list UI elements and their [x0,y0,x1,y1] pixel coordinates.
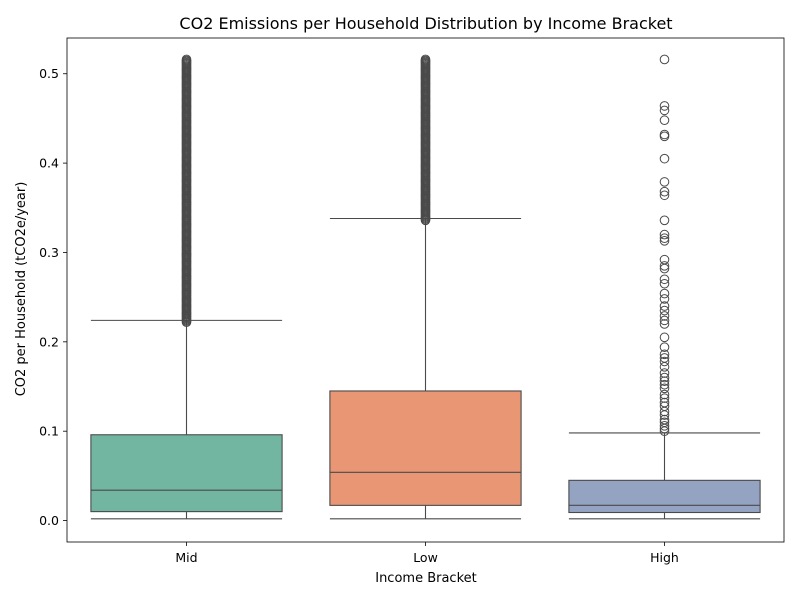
y-tick-label: 0.0 [39,513,59,528]
outlier-point [659,229,670,240]
outlier-point [659,129,670,140]
outlier-point [659,342,670,352]
outlier-point [659,401,670,411]
outlier-point [659,274,670,285]
outlier-point [659,233,670,243]
outlier-point [659,288,670,299]
outlier-point [659,389,670,400]
outlier-point [181,54,192,65]
y-axis-label: CO2 per Household (tCO2e/year) [14,182,29,397]
y-tick-label: 0.4 [39,156,59,171]
outlier-point [659,421,670,431]
x-axis-label: Income Bracket [375,571,477,586]
outlier-point [659,278,670,289]
outlier-point [659,105,670,116]
outlier-point [659,236,670,246]
outlier-point [659,417,670,428]
outlier-point [659,115,670,126]
outlier-point [659,349,670,360]
outlier-point [659,190,670,201]
outlier-point [659,294,670,304]
outlier-point [659,414,670,425]
box-mid [90,434,283,513]
box-high [568,479,761,514]
outlier-point [659,393,670,403]
box-low [329,390,522,506]
y-axis: 0.0 0.1 0.2 0.3 0.4 0.5 [39,66,67,528]
outlier-point [659,376,670,386]
x-tick-label: Mid [175,550,197,565]
x-tick-label: Low [413,550,438,565]
outlier-point [659,356,670,367]
outliers-high [659,54,670,436]
outlier-point [659,372,670,383]
outlier-point [659,153,670,164]
outlier-point [659,261,670,271]
outlier-point [659,332,670,343]
y-tick-label: 0.5 [39,66,59,81]
outlier-point [659,215,670,226]
x-tick-label: High [650,550,679,565]
outlier-point [659,397,670,408]
outliers-mid [181,54,192,327]
outlier-point [659,101,670,111]
outlier-point [659,301,670,311]
outlier-point [659,54,670,65]
outlier-point [659,353,670,363]
outlier-point [659,186,670,197]
outlier-point [659,254,670,265]
outliers-low [420,54,431,226]
outlier-point [659,319,670,329]
outlier-point [659,379,670,390]
outlier-point [659,305,670,316]
box-group-mid [90,54,283,520]
x-axis: Mid Low High [175,542,679,565]
outlier-point [659,311,670,321]
outlier-point [659,383,670,394]
outlier-point [420,54,431,65]
outlier-point [659,177,670,187]
box-group-high [568,54,761,520]
outlier-point [659,315,670,326]
box-group-low [329,54,522,520]
y-tick-label: 0.1 [39,424,59,439]
y-tick-label: 0.3 [39,245,59,260]
plot-area [90,54,761,520]
y-tick-label: 0.2 [39,334,59,349]
chart-title: CO2 Emissions per Household Distribution… [179,14,672,33]
outlier-point [659,368,670,378]
